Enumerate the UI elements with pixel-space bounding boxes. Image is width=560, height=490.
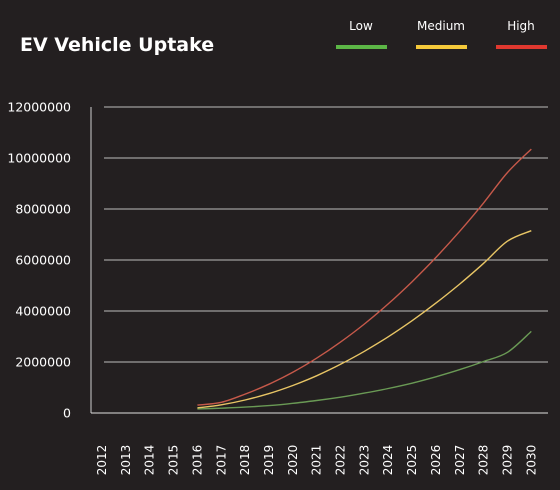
x-tick-label: 2018 — [238, 445, 252, 476]
series-lines — [197, 148, 532, 410]
x-tick-label: 2019 — [262, 445, 276, 476]
y-axis-ticks: 0 2000000 4000000 6000000 8000000 10000000 120… — [7, 100, 71, 421]
y-tick-label: 12000000 — [7, 100, 71, 115]
x-tick-label: 2023 — [357, 445, 371, 476]
x-tick-label: 2016 — [190, 445, 204, 476]
series-line-medium — [197, 230, 532, 409]
x-tick-label: 2017 — [214, 445, 228, 476]
x-tick-label: 2012 — [95, 445, 109, 476]
x-tick-label: 2030 — [524, 445, 538, 476]
legend-swatch-medium — [415, 45, 467, 49]
legend-item-medium: Medium — [411, 18, 471, 49]
series-line-high — [197, 148, 532, 406]
x-tick-label: 2015 — [167, 445, 181, 476]
legend-label-high: High — [507, 19, 535, 33]
legend-swatch-low — [335, 45, 387, 49]
legend-label-low: Low — [349, 19, 373, 33]
x-tick-label: 2013 — [119, 445, 133, 476]
y-tick-label: 8000000 — [15, 202, 71, 217]
x-tick-label: 2022 — [334, 445, 348, 476]
legend-swatch-high — [495, 45, 547, 49]
x-tick-label: 2025 — [405, 445, 419, 476]
x-axis-ticks: 2012 2013 2014 2015 2016 2017 2018 2019 2020 2021… — [95, 445, 538, 476]
y-tick-label: 2000000 — [15, 355, 71, 370]
x-tick-label: 2027 — [453, 445, 467, 476]
y-tick-label: 10000000 — [7, 151, 71, 166]
legend-item-low: Low — [331, 18, 391, 49]
series-line-low — [197, 330, 532, 410]
gridlines — [91, 106, 548, 414]
chart-title: EV Vehicle Uptake — [20, 34, 215, 56]
x-tick-label: 2021 — [310, 445, 324, 476]
y-tick-label: 6000000 — [15, 253, 71, 268]
legend-item-high: High — [491, 18, 551, 49]
y-tick-label: 4000000 — [15, 304, 71, 319]
x-tick-label: 2014 — [143, 445, 157, 476]
x-tick-label: 2024 — [381, 445, 395, 476]
x-tick-label: 2026 — [429, 445, 443, 476]
x-tick-label: 2029 — [500, 445, 514, 476]
y-tick-label: 0 — [63, 406, 71, 421]
legend-label-medium: Medium — [417, 19, 465, 33]
x-tick-label: 2028 — [477, 445, 491, 476]
x-tick-label: 2020 — [286, 445, 300, 476]
